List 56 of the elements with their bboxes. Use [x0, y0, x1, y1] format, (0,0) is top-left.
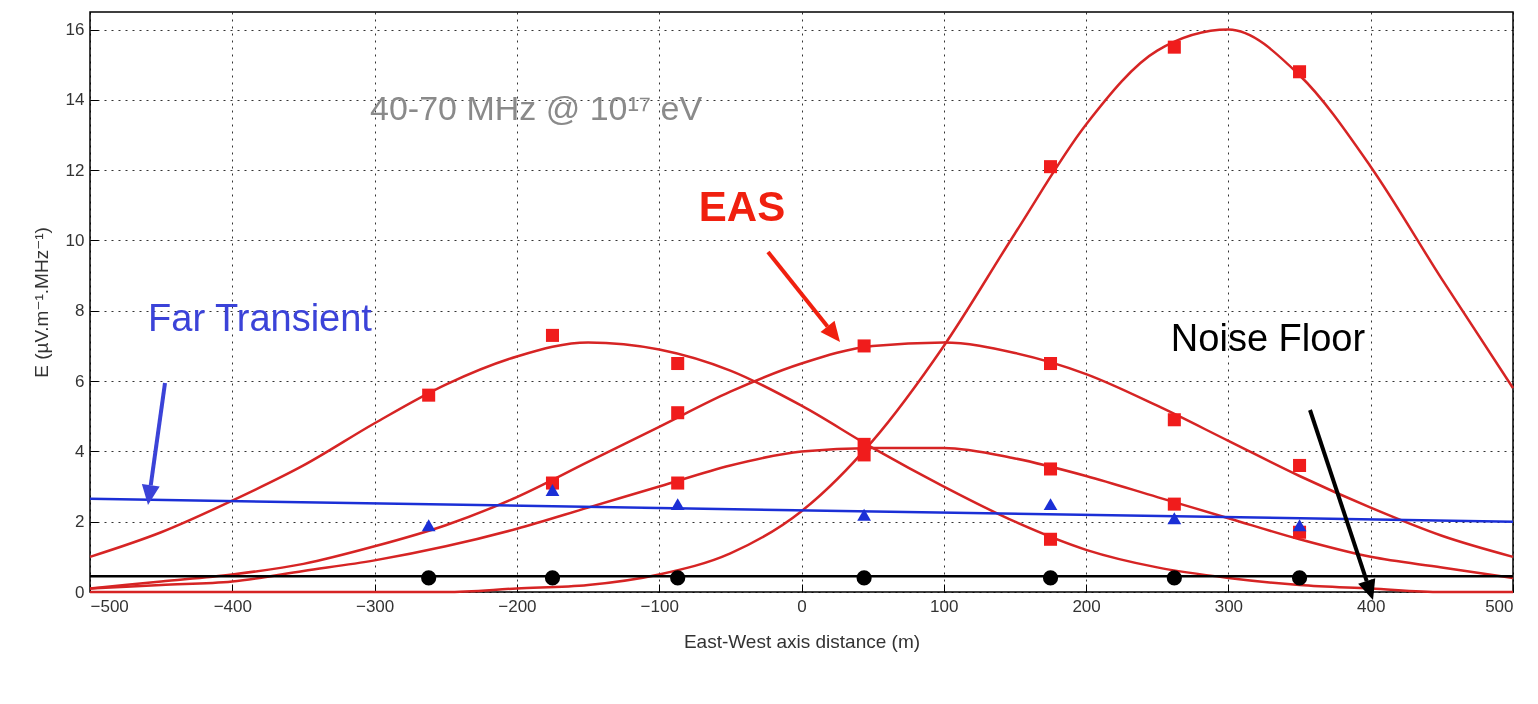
- y-tick-label: 2: [75, 512, 85, 532]
- y-tick-label: 16: [65, 20, 85, 40]
- point: [544, 570, 561, 586]
- annotation: 40-70 MHz @ 10¹⁷ eV: [370, 89, 703, 127]
- point: [671, 406, 685, 420]
- annotation: Noise Floor: [1170, 317, 1366, 359]
- x-tick-label: −300: [355, 596, 395, 616]
- y-axis-title: E (µV.m⁻¹.MHz⁻¹): [30, 227, 52, 378]
- x-tick-label: −400: [213, 596, 252, 616]
- point: [857, 508, 871, 521]
- point: [1044, 160, 1058, 174]
- point: [1167, 40, 1181, 54]
- point: [1292, 519, 1307, 532]
- x-tick-label: −200: [498, 596, 537, 616]
- x-tick-label: 100: [930, 596, 959, 616]
- x-tick-label: −100: [640, 596, 679, 616]
- point: [545, 484, 560, 497]
- point: [1293, 458, 1307, 472]
- x-tick-label: 0: [797, 596, 807, 616]
- y-tick-label: 0: [75, 582, 85, 602]
- point: [671, 357, 685, 371]
- point: [856, 570, 872, 586]
- y-tick-label: 14: [65, 90, 85, 110]
- point: [421, 519, 436, 532]
- point: [1044, 532, 1058, 546]
- point: [671, 476, 685, 490]
- x-tick-label: 400: [1357, 596, 1386, 616]
- x-tick-label: 200: [1072, 596, 1101, 616]
- point: [1166, 570, 1182, 586]
- point: [545, 328, 559, 342]
- annotation: Far Transient: [148, 297, 373, 339]
- point: [670, 498, 685, 511]
- point: [857, 339, 871, 353]
- point: [1043, 498, 1058, 511]
- x-tick-label: 300: [1214, 596, 1244, 616]
- annotation: EAS: [698, 183, 786, 230]
- point: [1291, 570, 1308, 586]
- y-tick-label: 10: [65, 230, 85, 250]
- x-tick-label: −500: [90, 596, 129, 616]
- point: [1167, 497, 1181, 511]
- y-tick-label: 6: [75, 371, 85, 391]
- point: [422, 388, 436, 402]
- point: [1167, 413, 1181, 427]
- point: [1044, 462, 1058, 476]
- point: [421, 570, 437, 586]
- point: [670, 570, 686, 586]
- point: [857, 448, 871, 462]
- y-tick-label: 12: [65, 160, 85, 180]
- point: [1044, 357, 1058, 371]
- x-axis-title: East-West axis distance (m): [683, 630, 921, 652]
- point: [1293, 65, 1307, 79]
- point: [1042, 570, 1059, 586]
- y-tick-label: 4: [75, 441, 85, 461]
- y-tick-label: 8: [75, 301, 85, 321]
- x-tick-label: 500: [1485, 596, 1514, 616]
- point: [1167, 512, 1182, 525]
